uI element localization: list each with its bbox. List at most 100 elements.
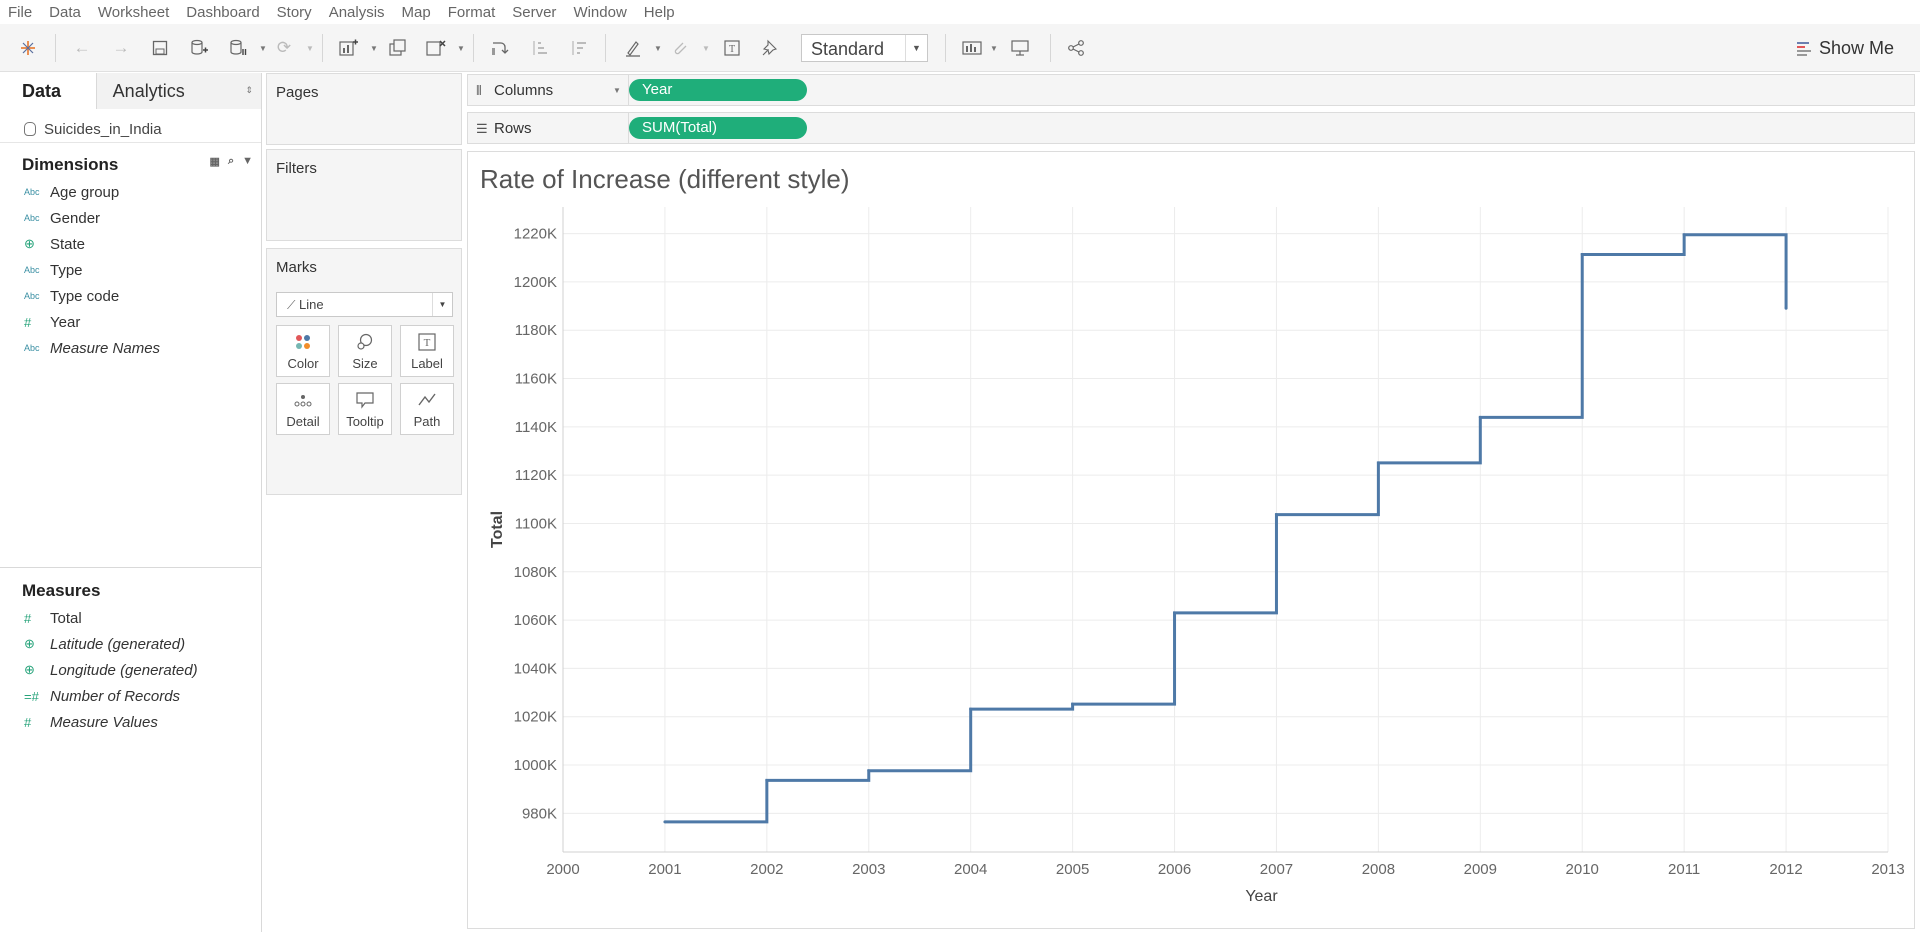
y-tick-label: 1080K [514,564,557,581]
x-tick-label: 2004 [954,861,987,878]
label-icon: T [418,333,436,351]
filters-title: Filters [276,160,317,177]
label-button[interactable]: T Label [400,325,454,377]
fit-icon[interactable] [960,36,984,60]
tooltip-icon [356,392,374,409]
sort-ascending-icon[interactable] [527,36,551,60]
data-point [867,769,871,773]
detail-button[interactable]: Detail [276,383,330,435]
y-tick-label: 1100K [515,515,557,532]
new-datasource-icon[interactable] [187,36,211,60]
y-tick-label: 1000K [514,757,557,774]
field-longitude-generated[interactable]: ⊕ Longitude (generated) [0,657,262,683]
menu-help[interactable]: Help [643,3,675,21]
field-number-of-records[interactable]: =# Number of Records [0,683,262,709]
refresh-icon[interactable]: ⟳ [276,38,292,57]
clear-sheet-icon[interactable] [424,36,448,60]
color-icon [296,335,310,349]
field-state[interactable]: ⊕ State [0,231,261,257]
tab-analytics[interactable]: Analytics ⇕ [95,73,261,109]
tooltip-button[interactable]: Tooltip [338,383,392,435]
pages-card[interactable]: Pages [266,73,462,145]
line-mark-icon: ⟋ [287,298,296,312]
save-icon[interactable] [148,36,172,60]
sum-total-pill[interactable]: SUM(Total) [629,117,807,139]
field-label: Age group [50,183,120,201]
field-latitude-generated[interactable]: ⊕ Latitude (generated) [0,631,262,657]
presentation-icon[interactable] [1008,36,1032,60]
duplicate-icon[interactable] [386,36,410,60]
highlight-icon[interactable] [621,36,645,60]
pin-icon[interactable] [757,36,781,60]
chevron-down-icon: ▼ [613,86,621,95]
menu-data[interactable]: Data [49,3,81,21]
step-line-chart[interactable]: 980K 1000K 1020K 1040K 1060K 1080K 1100K 1120K 1… [468,152,1914,928]
field-total[interactable]: # Total [0,605,262,631]
y-tick-label: 1060K [514,612,557,629]
y-tick-label: 1120K [515,467,557,484]
view-fit-dropdown[interactable]: Standard ▼ [801,34,928,62]
y-tick-label: 1040K [514,660,557,677]
mark-type-dropdown[interactable]: ⟋ Line ▼ [276,292,453,317]
data-point [1376,461,1380,465]
globe-icon: ⊕ [24,662,35,677]
y-tick-label: 980K [522,805,557,822]
field-type[interactable]: Abc Type [0,257,261,283]
view-as-list-icon[interactable]: ▦ [209,156,220,168]
chevron-down-icon[interactable]: ▼ [242,155,253,167]
chevron-updown-icon: ⇕ [245,85,253,95]
menu-server[interactable]: Server [512,3,557,21]
menu-story[interactable]: Story [276,3,312,21]
field-label: Longitude (generated) [50,661,198,679]
columns-shelf[interactable]: ⦀ Columns ▼ Year [467,74,1915,106]
menu-window[interactable]: Window [573,3,627,21]
x-tick-label: 2012 [1769,861,1802,878]
search-icon[interactable]: ⌕ [227,155,235,167]
field-measure-names[interactable]: Abc Measure Names [0,335,261,361]
menu-analysis[interactable]: Analysis [328,3,385,21]
swap-icon[interactable] [488,36,512,60]
field-age-group[interactable]: Abc Age group [0,179,261,205]
menu-format[interactable]: Format [447,3,496,21]
group-icon[interactable] [668,36,692,60]
menu-file[interactable]: File [8,3,33,21]
undo-icon[interactable]: ← [73,38,91,57]
field-measure-values[interactable]: # Measure Values [0,709,262,735]
field-gender[interactable]: Abc Gender [0,205,261,231]
tableau-logo-icon[interactable] [16,36,40,60]
tab-data[interactable]: Data [0,73,96,109]
number-type-icon: # [24,610,32,626]
share-icon[interactable] [1064,36,1088,60]
size-icon [357,333,373,350]
sort-descending-icon[interactable] [566,36,590,60]
color-button[interactable]: Color [276,325,330,377]
string-type-icon: Abc [24,187,40,197]
label-icon[interactable]: T [720,36,744,60]
path-button[interactable]: Path [400,383,454,435]
y-tick-label: 1160K [515,371,557,388]
rows-shelf[interactable]: ☰ Rows SUM(Total) [467,112,1915,144]
data-pane: Data Analytics ⇕ Suicides_in_India Dimen… [0,73,262,932]
data-point [765,778,769,782]
field-label: Number of Records [50,687,181,705]
svg-text:T: T [424,337,431,349]
show-me-button[interactable]: Show Me [1797,36,1894,60]
menu-dashboard[interactable]: Dashboard [186,3,260,21]
marks-title: Marks [276,259,317,276]
x-tick-label: 2002 [750,861,783,878]
new-worksheet-icon[interactable] [337,36,361,60]
database-icon [24,122,36,136]
size-button[interactable]: Size [338,325,392,377]
menu-worksheet[interactable]: Worksheet [97,3,170,21]
pause-updates-icon[interactable] [226,36,250,60]
filters-card[interactable]: Filters [266,149,462,241]
field-type-code[interactable]: Abc Type code [0,283,261,309]
datasource-item[interactable]: Suicides_in_India [0,109,261,143]
globe-icon: ⊕ [24,636,35,651]
menu-map[interactable]: Map [401,3,431,21]
redo-icon[interactable]: → [112,38,130,57]
field-year[interactable]: # Year [0,309,261,335]
year-pill[interactable]: Year [629,79,807,101]
dimensions-header: Dimensions ▦ ⌕ ▼ [22,155,253,174]
string-type-icon: Abc [24,343,40,353]
